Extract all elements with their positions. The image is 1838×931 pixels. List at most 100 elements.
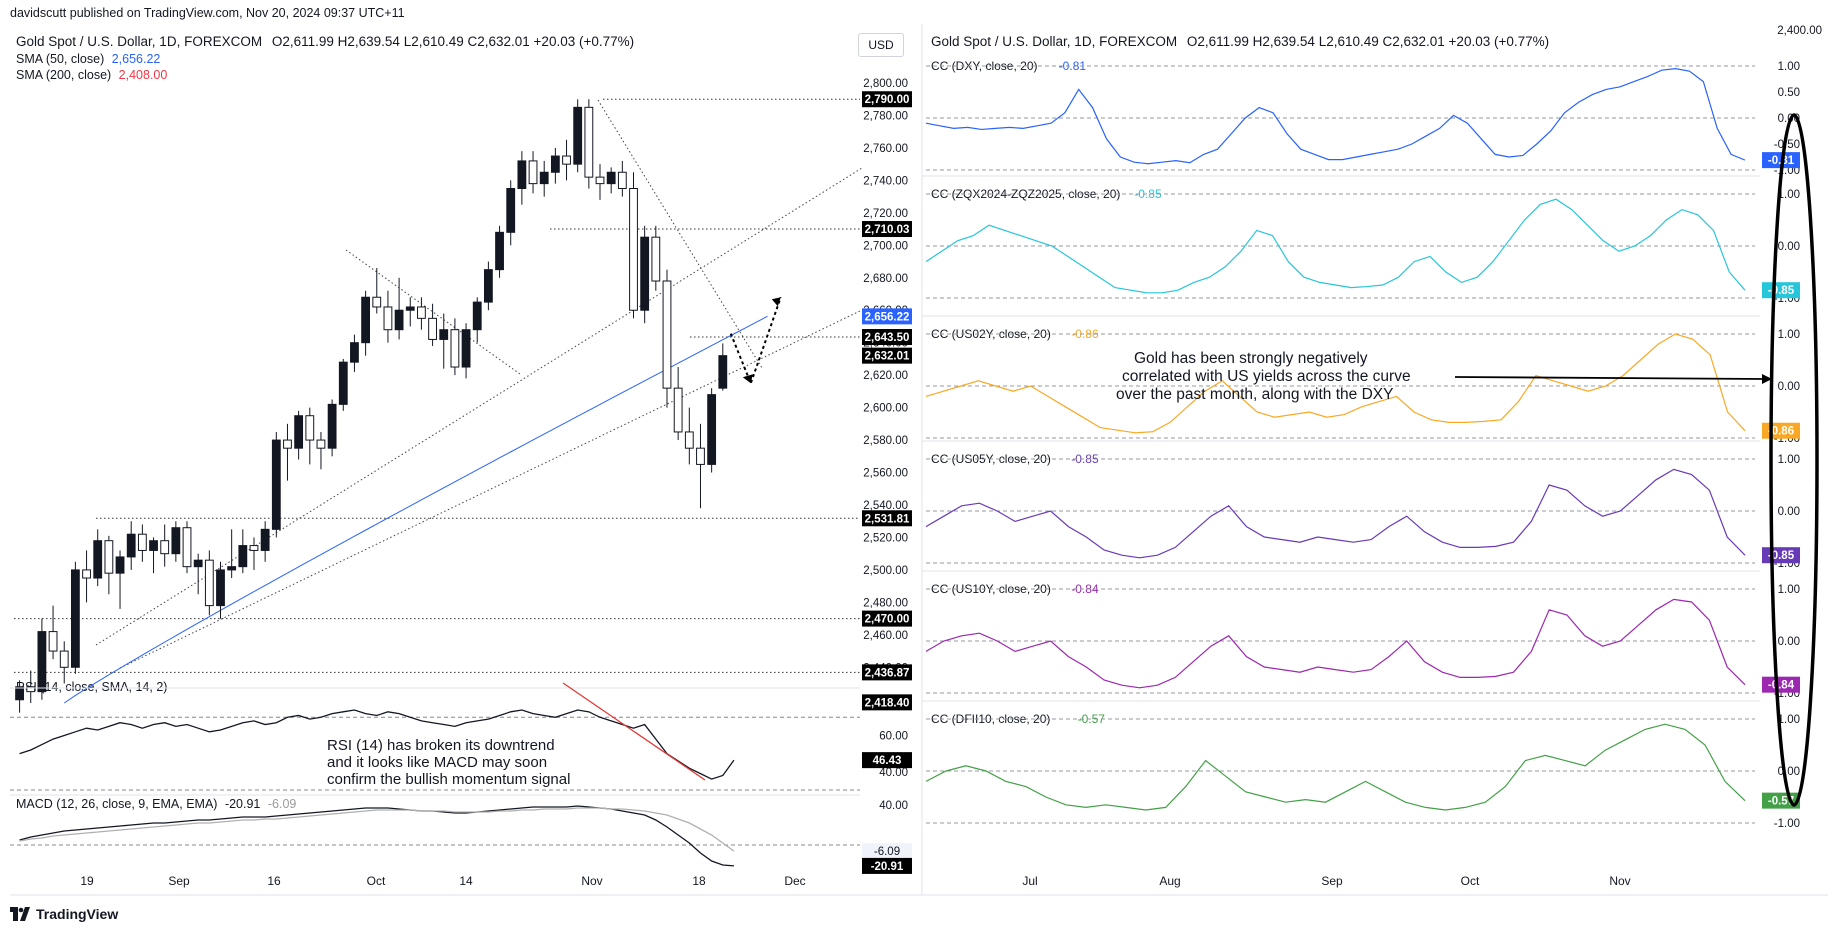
candle — [115, 556, 125, 574]
price-level-badge — [862, 510, 912, 527]
price-tick-label: 2,540.00 — [863, 500, 908, 512]
sma200-label: SMA (200, close) — [16, 68, 112, 82]
price-tick-label: 2,760.00 — [863, 143, 908, 155]
candle — [707, 394, 717, 465]
price-level-badge — [862, 329, 912, 346]
candle — [126, 533, 136, 558]
correlation-tick-label: 1.00 — [1778, 329, 1800, 341]
candle — [629, 187, 638, 311]
rsi-annotation-line: RSI (14) has broken its downtrend — [327, 737, 555, 754]
candle — [450, 329, 460, 368]
correlation-tick-label: 1.00 — [1778, 714, 1800, 726]
time-axis-label: Oct — [367, 874, 386, 888]
candle — [160, 540, 170, 555]
macd-line — [19, 805, 735, 867]
annotation-arrowhead — [1762, 374, 1772, 384]
price-level-label: 2,418.40 — [865, 697, 910, 709]
sma200-legend[interactable]: SMA (200, close) 2,408.00 — [16, 68, 167, 82]
price-tick-label: 2,700.00 — [863, 240, 908, 252]
correlation-tick-label: 0.00 — [1778, 241, 1800, 253]
price-level-badge — [862, 664, 912, 681]
candle — [283, 439, 292, 449]
candle — [26, 686, 36, 693]
correlation-value-label: -0.85 — [1768, 550, 1795, 562]
rsi-legend[interactable]: RSI (14, close, SMA, 14, 2) — [16, 680, 167, 694]
rsi-value-label: 46.43 — [873, 755, 902, 767]
price-level-label: 2,656.22 — [865, 311, 910, 323]
correlation-pane-value: -0.85 — [1134, 187, 1162, 201]
candle — [316, 439, 326, 449]
candle — [70, 569, 80, 668]
right-title: Gold Spot / U.S. Dollar, 1D, FOREXCOM O2… — [931, 34, 1549, 49]
rsi-line — [19, 709, 735, 780]
tradingview-brand: TradingView — [36, 906, 119, 922]
price-level-label: 2,710.03 — [865, 224, 910, 236]
left-price-pane — [14, 98, 863, 713]
correlation-tick-label: 1.00 — [1778, 189, 1800, 201]
projection-arrow — [729, 296, 782, 387]
price-tick-label: 2,800.00 — [863, 78, 908, 90]
candle — [495, 231, 504, 271]
candle — [327, 403, 337, 449]
correlation-annotation-line: over the past month, along with the DXY — [1116, 386, 1393, 403]
candle — [573, 106, 583, 165]
candle — [394, 309, 404, 331]
rsi-annotation-line: and it looks like MACD may soon — [327, 754, 547, 771]
time-axis-label: Nov — [1609, 874, 1630, 888]
publisher-line: davidscutt published on TradingView.com,… — [10, 6, 405, 20]
correlation-line — [925, 67, 1746, 165]
time-axis-label: Nov — [581, 874, 602, 888]
candle — [383, 306, 393, 331]
projection-arrowhead — [771, 297, 781, 307]
candle — [461, 329, 471, 368]
time-axis-label: Jul — [1022, 874, 1037, 888]
candle — [149, 540, 158, 551]
price-level-badge — [862, 308, 912, 325]
left-price-axis: 2,800.00 2,780.00 2,760.00 2,740.00 2,720.00… — [862, 78, 912, 711]
macd-label: MACD (12, 26, close, 9, EMA, EMA) — [16, 797, 218, 811]
annotations: Gold has been strongly negativelycorrela… — [1116, 113, 1819, 807]
price-tick-label: 2,560.00 — [863, 468, 908, 480]
price-tick-label: 2,740.00 — [863, 175, 908, 187]
left-symbol-title: Gold Spot / U.S. Dollar, 1D, FOREXCOM — [16, 34, 263, 49]
sma50-legend[interactable]: SMA (50, close) 2,656.22 — [16, 52, 160, 66]
macd-legend[interactable]: MACD (12, 26, close, 9, EMA, EMA) -20.91… — [16, 797, 296, 811]
candle — [361, 296, 371, 344]
candle — [562, 155, 571, 165]
time-axis-label: 18 — [692, 874, 706, 888]
price-level-badge — [862, 694, 912, 711]
tradingview-logo: TradingView — [10, 906, 118, 922]
candle — [15, 686, 24, 701]
candle — [405, 306, 415, 311]
projection-arrowhead — [742, 374, 753, 384]
candle — [227, 566, 237, 571]
correlation-value-label: -0.84 — [1768, 680, 1795, 692]
correlation-line — [925, 723, 1746, 811]
left-ohlc: O2,611.99 H2,639.54 L2,610.49 C2,632.01 … — [271, 34, 635, 49]
rsi-annotation-line: confirm the bullish momentum signal — [327, 771, 570, 788]
candle — [271, 439, 281, 530]
candle — [539, 171, 549, 185]
candle — [417, 306, 426, 319]
price-tick-label: 2,680.00 — [863, 273, 908, 285]
price-level-label: 2,643.50 — [865, 332, 910, 344]
correlation-value-badge — [1762, 282, 1800, 299]
candle — [182, 527, 192, 568]
signal-line — [19, 807, 735, 852]
right-ohlc: O2,611.99 H2,639.54 L2,610.49 C2,632.01 … — [1186, 34, 1550, 49]
correlation-value-label: -0.57 — [1768, 796, 1794, 808]
candle — [696, 447, 705, 465]
candle — [718, 355, 728, 389]
sma50-line — [63, 315, 768, 704]
price-tick-label: 2,580.00 — [863, 435, 908, 447]
candle — [204, 559, 214, 607]
time-axis-label: 16 — [267, 874, 281, 888]
price-tick-label: 2,780.00 — [863, 110, 908, 122]
correlation-line — [925, 598, 1746, 689]
currency-button[interactable]: USD — [858, 33, 904, 57]
macd-value-label: -20.91 — [871, 861, 904, 873]
